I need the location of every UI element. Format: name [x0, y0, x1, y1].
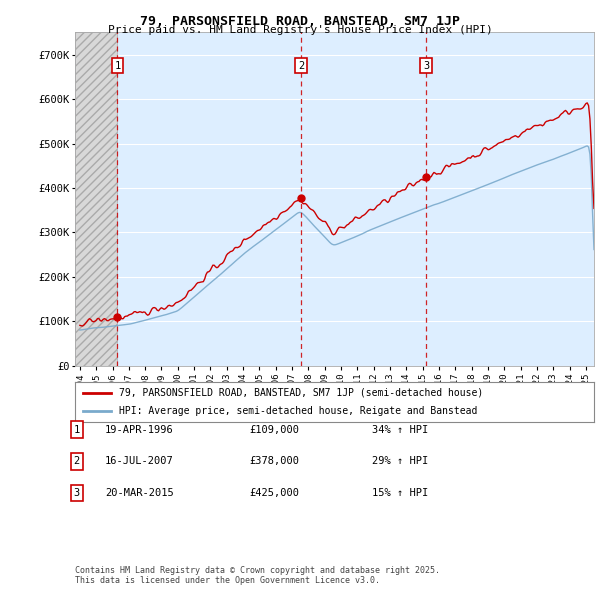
Text: 2: 2: [298, 61, 304, 71]
Bar: [75, 32, 118, 366]
Text: 1: 1: [74, 425, 80, 434]
Text: Contains HM Land Registry data © Crown copyright and database right 2025.
This d: Contains HM Land Registry data © Crown c…: [75, 566, 440, 585]
Text: 19-APR-1996: 19-APR-1996: [105, 425, 174, 434]
Text: £378,000: £378,000: [249, 457, 299, 466]
Text: 29% ↑ HPI: 29% ↑ HPI: [372, 457, 428, 466]
Text: 1: 1: [115, 61, 121, 71]
Text: £425,000: £425,000: [249, 489, 299, 498]
Text: 3: 3: [423, 61, 430, 71]
Text: 79, PARSONSFIELD ROAD, BANSTEAD, SM7 1JP: 79, PARSONSFIELD ROAD, BANSTEAD, SM7 1JP: [140, 15, 460, 28]
Text: HPI: Average price, semi-detached house, Reigate and Banstead: HPI: Average price, semi-detached house,…: [119, 406, 478, 416]
Text: 34% ↑ HPI: 34% ↑ HPI: [372, 425, 428, 434]
Text: 3: 3: [74, 489, 80, 498]
Text: Price paid vs. HM Land Registry's House Price Index (HPI): Price paid vs. HM Land Registry's House …: [107, 25, 493, 35]
Text: 79, PARSONSFIELD ROAD, BANSTEAD, SM7 1JP (semi-detached house): 79, PARSONSFIELD ROAD, BANSTEAD, SM7 1JP…: [119, 388, 484, 398]
Text: 15% ↑ HPI: 15% ↑ HPI: [372, 489, 428, 498]
Text: £109,000: £109,000: [249, 425, 299, 434]
Text: 16-JUL-2007: 16-JUL-2007: [105, 457, 174, 466]
Text: 2: 2: [74, 457, 80, 466]
Text: 20-MAR-2015: 20-MAR-2015: [105, 489, 174, 498]
